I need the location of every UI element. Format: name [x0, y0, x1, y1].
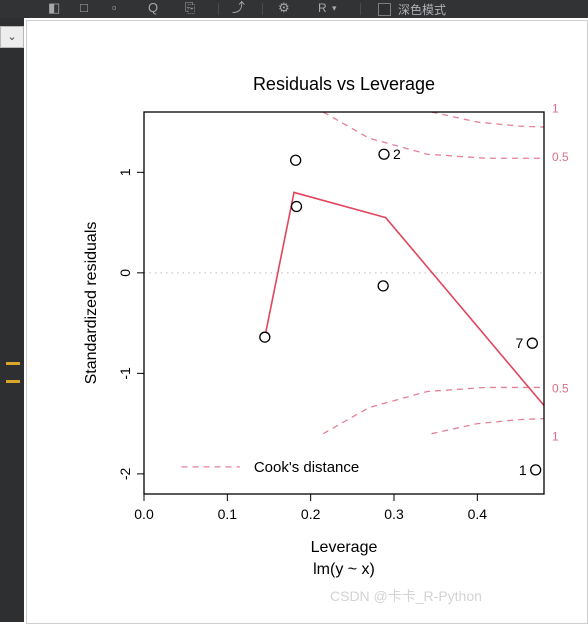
trend-line — [265, 192, 544, 405]
tool-icon[interactable]: ▫ — [112, 0, 117, 18]
point-label: 7 — [516, 335, 524, 351]
chart-title: Residuals vs Leverage — [253, 74, 435, 94]
ide-toolbar — [0, 0, 588, 18]
cook-legend-label: Cook's distance — [254, 459, 359, 476]
gear-icon[interactable]: ⚙ — [278, 0, 290, 18]
chevron-down-icon[interactable]: ▾ — [332, 0, 337, 18]
residuals-leverage-chart: Residuals vs Leverage 1 0.5 0.5 1 Cook's dist… — [26, 20, 586, 622]
data-point — [292, 201, 302, 211]
toolbar-divider — [218, 3, 219, 15]
model-sublabel: lm(y ~ x) — [313, 561, 375, 578]
y-axis-label: Standardized residuals — [83, 222, 100, 385]
copy-icon[interactable]: ⎘ — [185, 0, 195, 18]
y-tick-label: 1 — [117, 168, 133, 176]
y-tick-label: 0 — [117, 269, 133, 277]
data-point — [291, 155, 301, 165]
y-tick-label: -2 — [117, 467, 133, 480]
point-label: 1 — [519, 462, 527, 478]
data-point — [531, 465, 541, 475]
collapse-button[interactable]: ⌄ — [0, 26, 24, 48]
export-icon[interactable]: ⤴ — [232, 0, 245, 18]
plot-frame — [144, 112, 544, 494]
toolbar-divider — [360, 3, 361, 15]
gutter-mark-icon — [6, 362, 20, 365]
cook-level-label: 0.5 — [552, 150, 569, 164]
data-point — [260, 332, 270, 342]
data-point — [378, 281, 388, 291]
toolbar-divider — [262, 3, 263, 15]
cook-level-label: 1 — [552, 101, 559, 115]
x-axis-label: Leverage — [311, 539, 378, 556]
x-tick-label: 0.0 — [134, 506, 154, 522]
point-label: 2 — [393, 146, 401, 162]
ide-side-gutter — [0, 0, 24, 622]
cook-level-label: 1 — [552, 430, 559, 444]
gutter-mark-icon — [6, 380, 20, 383]
x-tick-label: 0.1 — [218, 506, 238, 522]
data-point — [379, 149, 389, 159]
cook-contour — [323, 112, 544, 158]
lang-label: R — [318, 0, 327, 18]
tool-icon[interactable]: □ — [80, 0, 88, 18]
dark-mode-label: 深色模式 — [398, 1, 446, 18]
cook-contour — [323, 387, 544, 433]
cook-contour — [432, 112, 545, 127]
y-tick-label: -1 — [117, 367, 133, 380]
cook-level-label: 0.5 — [552, 381, 569, 395]
search-icon[interactable]: Q — [148, 0, 158, 18]
x-tick-label: 0.3 — [384, 506, 404, 522]
cook-contour — [432, 419, 545, 434]
dark-mode-checkbox[interactable] — [378, 3, 391, 16]
x-tick-label: 0.2 — [301, 506, 321, 522]
x-tick-label: 0.4 — [468, 506, 488, 522]
data-point — [527, 338, 537, 348]
tool-icon[interactable]: ◧ — [48, 0, 60, 18]
